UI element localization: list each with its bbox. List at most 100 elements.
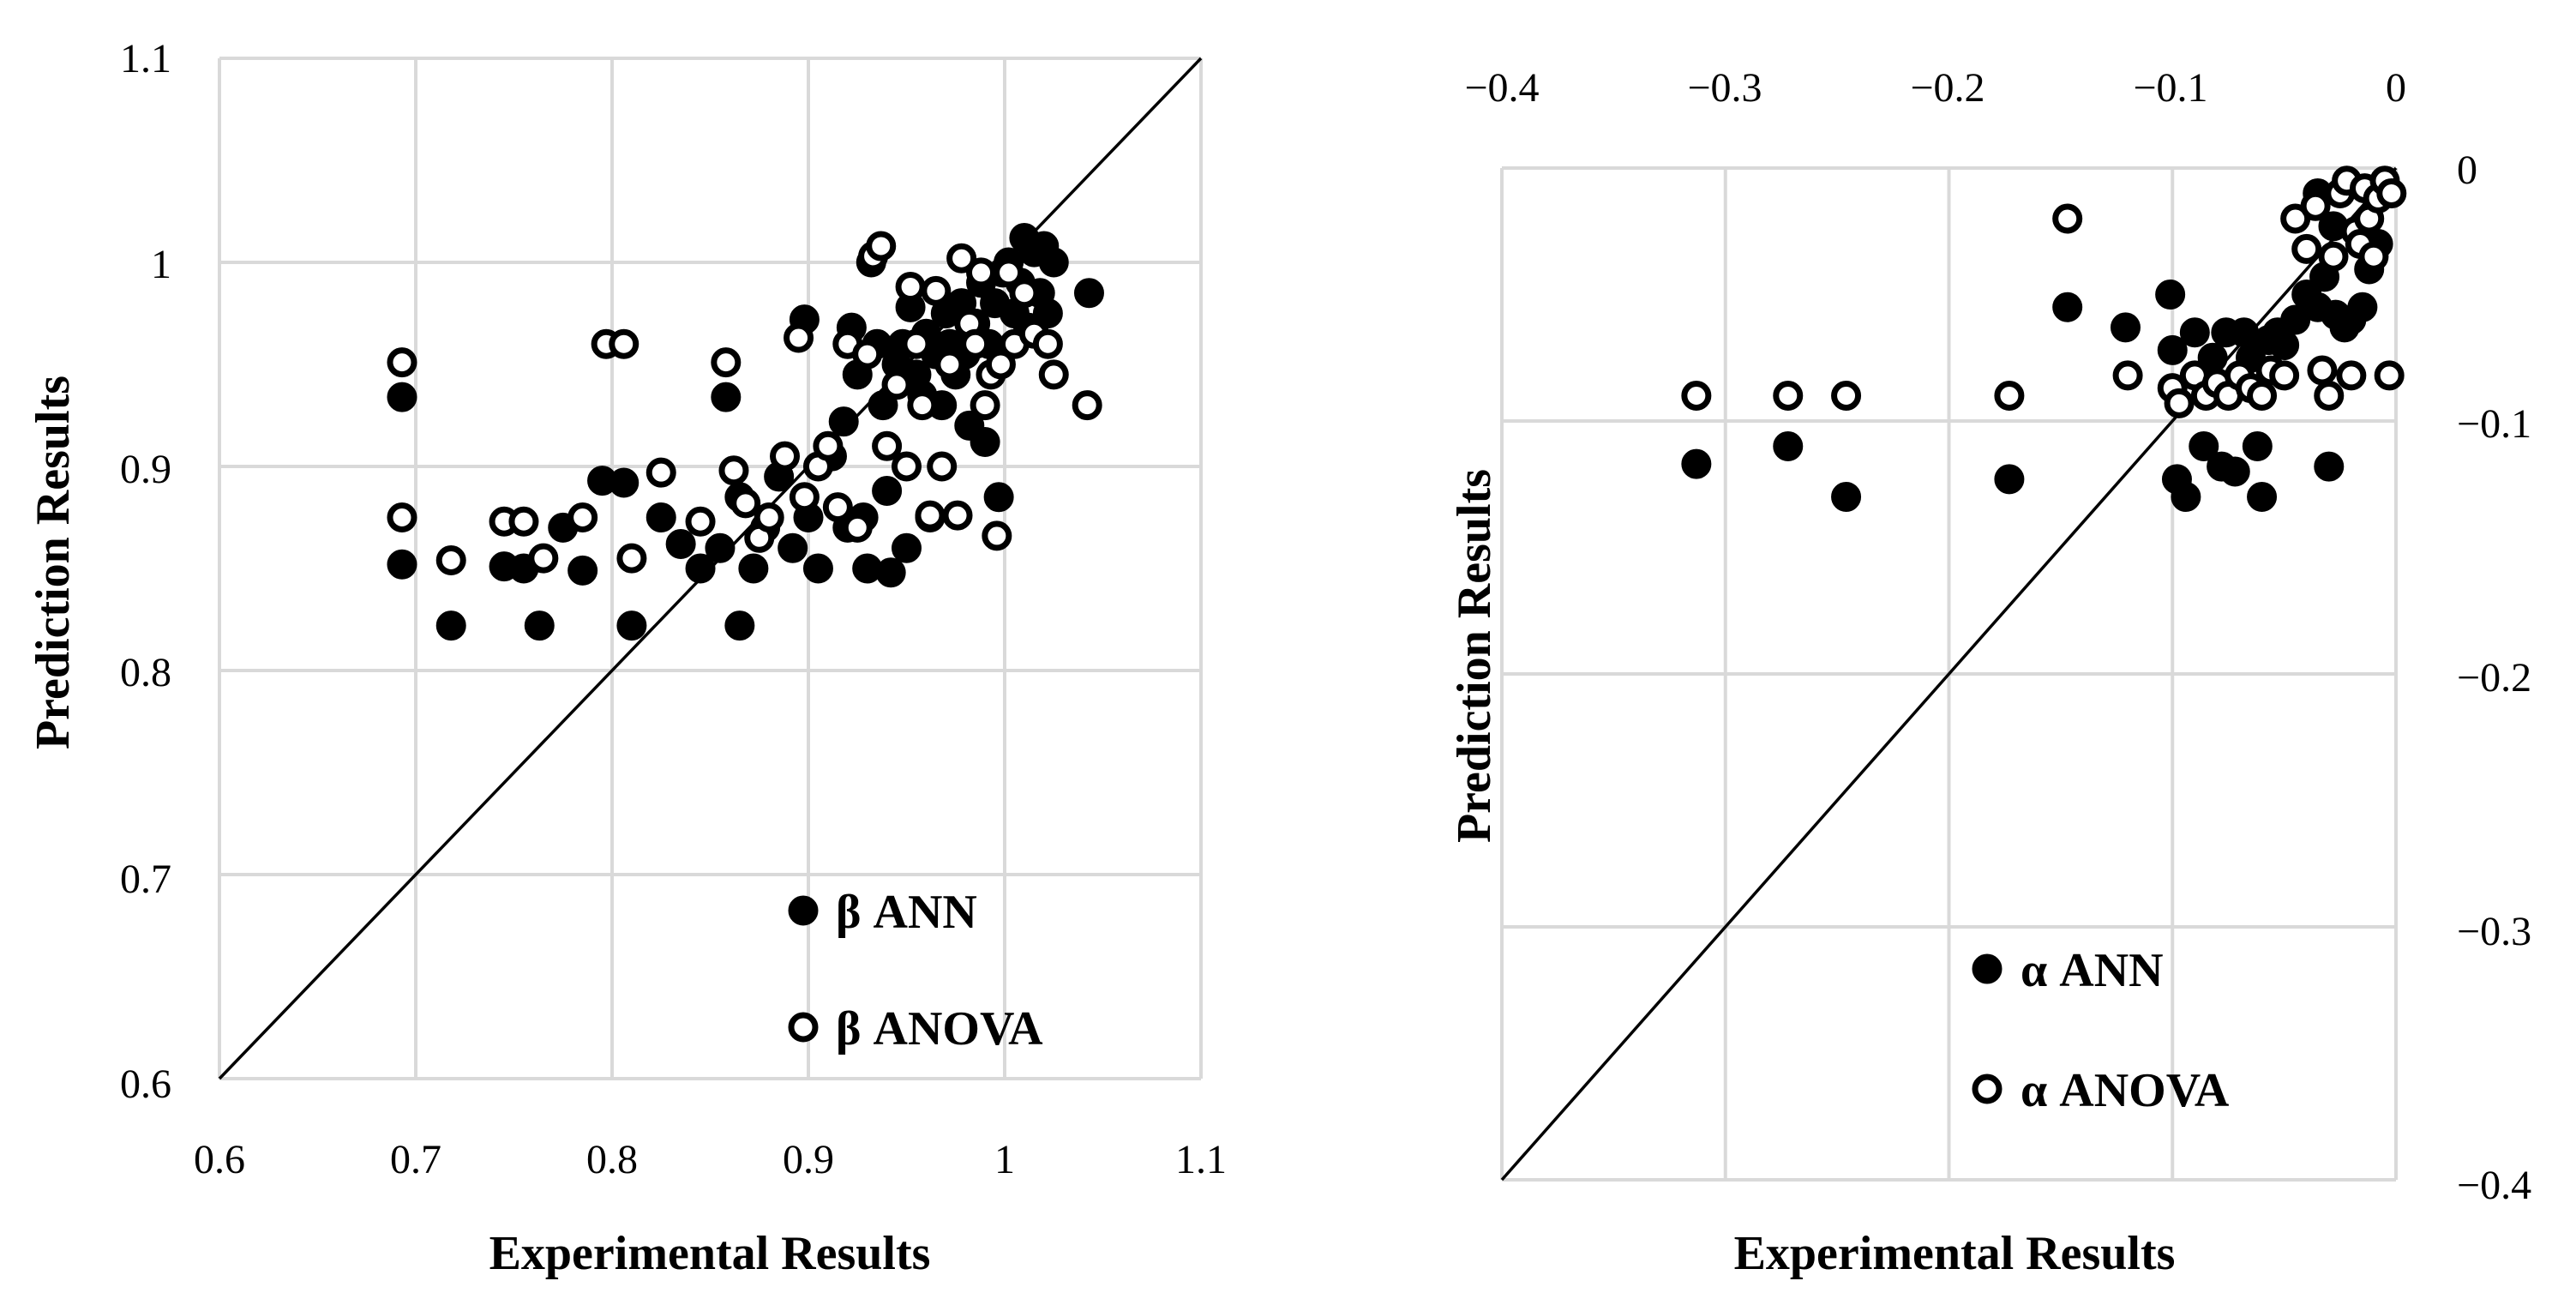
beta-anova-point xyxy=(881,370,912,400)
beta-chart: 1.1 1 0.9 0.8 0.7 0.6 0.6 0.7 0.8 0.9 1 … xyxy=(27,36,1227,1280)
beta-x-tick-label: 1.1 xyxy=(1175,1137,1227,1182)
alpha-ann-point xyxy=(2229,317,2260,348)
alpha-anova-legend-label: α ANOVA xyxy=(2021,1064,2230,1117)
beta-anova-point xyxy=(842,512,873,543)
beta-anova-point xyxy=(813,430,844,461)
beta-anova-point xyxy=(730,488,761,519)
beta-ann-series xyxy=(387,222,1104,641)
beta-anova-point xyxy=(960,328,991,359)
alpha-ann-point xyxy=(2314,451,2345,482)
alpha-anova-point xyxy=(1831,381,1862,411)
beta-x-tick-label: 0.8 xyxy=(586,1137,638,1182)
alpha-ann-point xyxy=(2347,292,2378,322)
beta-y-tick-label: 0.6 xyxy=(120,1061,171,1107)
beta-ann-point xyxy=(609,467,639,498)
alpha-ann-point xyxy=(1681,448,1712,479)
alpha-anova-point xyxy=(2314,381,2345,411)
beta-anova-point xyxy=(1038,359,1069,390)
alpha-ann-point xyxy=(2280,304,2311,335)
alpha-ann-legend-label: α ANN xyxy=(2021,944,2164,997)
alpha-ann-point xyxy=(2155,280,2186,310)
beta-anova-point xyxy=(921,275,952,306)
beta-anova-point xyxy=(508,506,539,537)
beta-anova-point xyxy=(994,257,1024,288)
alpha-y-tick-label: −0.3 xyxy=(2457,909,2531,954)
alpha-ann-point xyxy=(2110,312,2141,343)
alpha-y-axis-title: Prediction Results xyxy=(1448,469,1501,843)
beta-ann-legend-marker xyxy=(788,895,819,926)
alpha-x-tick-label: −0.4 xyxy=(1464,65,1539,111)
alpha-anova-point xyxy=(2376,178,2407,208)
alpha-y-tick-label: −0.4 xyxy=(2457,1163,2531,1208)
beta-anova-point xyxy=(1072,390,1102,421)
alpha-ann-point xyxy=(1831,482,1862,512)
alpha-anova-point xyxy=(2300,190,2331,221)
beta-anova-point xyxy=(770,441,801,472)
beta-anova-point xyxy=(866,231,897,262)
beta-x-tick-label: 1 xyxy=(994,1137,1015,1182)
alpha-anova-point xyxy=(2112,360,2143,391)
beta-ann-point xyxy=(872,476,903,507)
beta-x-tick-label: 0.6 xyxy=(194,1137,245,1182)
alpha-ann-point xyxy=(2219,456,2250,487)
alpha-chart: −0.4 −0.3 −0.2 −0.1 0 0 −0.1 −0.2 −0.3 −… xyxy=(1448,65,2531,1280)
beta-ann-point xyxy=(435,610,466,641)
alpha-anova-point xyxy=(2374,360,2405,391)
beta-ann-point xyxy=(665,528,696,559)
alpha-ann-point xyxy=(2242,431,2273,461)
beta-ann-point xyxy=(711,382,742,412)
beta-ann-point xyxy=(970,426,1000,457)
beta-anova-point xyxy=(387,502,417,532)
alpha-y-tick-label: −0.2 xyxy=(2457,655,2531,701)
alpha-anova-point xyxy=(1681,381,1712,411)
beta-y-tick-label: 0.8 xyxy=(120,650,171,695)
beta-x-tick-label: 0.9 xyxy=(783,1137,834,1182)
alpha-ann-point xyxy=(2052,292,2083,322)
beta-ann-point xyxy=(875,557,906,588)
beta-anova-point xyxy=(609,328,639,359)
beta-ann-legend-label: β ANN xyxy=(836,886,977,939)
alpha-anova-point xyxy=(2247,381,2278,411)
alpha-ann-point xyxy=(2179,317,2210,348)
beta-anova-point xyxy=(872,430,903,461)
alpha-x-tick-label: 0 xyxy=(2386,65,2406,111)
alpha-anova-point xyxy=(2358,241,2389,272)
beta-anova-point xyxy=(784,322,814,353)
alpha-anova-point xyxy=(2336,360,2367,391)
beta-anova-point xyxy=(985,349,1016,380)
beta-ann-point xyxy=(646,502,676,532)
beta-y-tick-label: 1.1 xyxy=(120,36,171,81)
beta-ann-point xyxy=(778,532,808,563)
beta-anova-point xyxy=(907,390,938,421)
beta-anova-point xyxy=(718,455,749,486)
alpha-anova-series xyxy=(1681,165,2407,418)
beta-ann-point xyxy=(868,390,898,421)
beta-anova-point xyxy=(822,492,853,523)
beta-gridlines xyxy=(218,57,1203,1080)
beta-anova-point xyxy=(927,451,958,482)
alpha-anova-point xyxy=(2318,241,2349,272)
beta-anova-point xyxy=(1009,278,1040,309)
beta-ann-point xyxy=(828,406,859,437)
beta-anova-point xyxy=(711,347,742,378)
beta-anova-point xyxy=(946,243,977,274)
beta-ann-point xyxy=(738,553,769,584)
alpha-ann-point xyxy=(2269,330,2300,360)
beta-anova-point xyxy=(387,347,417,378)
alpha-y-tick-label: −0.1 xyxy=(2457,401,2531,447)
beta-anova-point xyxy=(1032,328,1063,359)
beta-y-tick-label: 0.7 xyxy=(120,857,171,902)
beta-ann-point xyxy=(685,553,716,584)
alpha-x-tick-label: −0.3 xyxy=(1687,65,1762,111)
beta-anova-legend-marker xyxy=(788,1012,819,1043)
beta-ann-point xyxy=(724,610,755,641)
beta-anova-point xyxy=(934,349,965,380)
beta-anova-point xyxy=(970,390,1000,421)
beta-anova-point xyxy=(915,500,946,531)
beta-x-axis-title: Experimental Results xyxy=(489,1227,931,1280)
beta-anova-point xyxy=(567,502,598,532)
alpha-ann-point xyxy=(2189,431,2219,461)
beta-ann-point xyxy=(1073,278,1104,309)
alpha-anova-point xyxy=(2052,203,2083,234)
alpha-ann-point xyxy=(1773,431,1804,461)
